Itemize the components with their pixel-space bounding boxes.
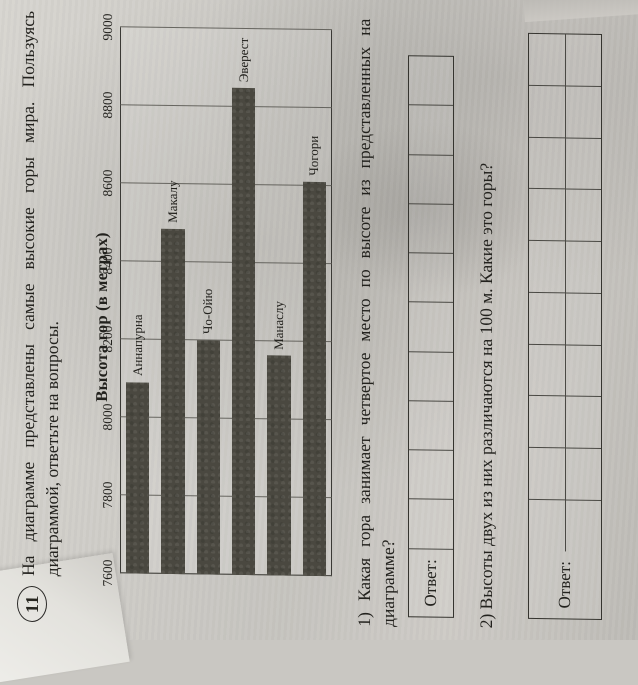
bar-label-Макалу: Макалу <box>164 180 180 223</box>
answer-cell[interactable] <box>409 401 453 451</box>
answer-box-2[interactable]: Ответ: <box>528 32 602 620</box>
bar-row: Манаслу <box>267 29 291 576</box>
problem-number-badge: 11 <box>17 585 47 623</box>
bar-row: Чогори <box>302 30 326 577</box>
answer-cell[interactable] <box>409 154 453 205</box>
answer-cell[interactable] <box>409 499 453 550</box>
answer-cell[interactable] <box>565 293 601 346</box>
answer-cells-2[interactable] <box>529 33 602 552</box>
question-2: 2) Высоты двух из них различаются на 100… <box>474 20 498 629</box>
answer-cell[interactable] <box>566 500 602 551</box>
tick-label-8000: 8000 <box>100 403 115 431</box>
bar-row: Чо-Ойю <box>196 28 220 575</box>
answer-cell[interactable] <box>409 105 453 156</box>
answer-cell[interactable] <box>565 189 601 243</box>
answer-cell[interactable] <box>409 253 453 304</box>
answer-cell[interactable] <box>409 450 453 501</box>
tick-label-8200: 8200 <box>100 325 115 353</box>
answer-cell[interactable] <box>529 396 565 449</box>
answer-cell[interactable] <box>529 500 565 551</box>
answer-cell[interactable] <box>565 448 601 501</box>
answer-cell[interactable] <box>565 137 601 191</box>
bar-row: Аннапурна <box>126 27 150 574</box>
bar-label-Чогори: Чогори <box>306 135 322 176</box>
answer-cell[interactable] <box>529 240 565 294</box>
bar-label-Чо-Ойю: Чо-Ойю <box>200 288 216 335</box>
bar-chart: 7600 7800 8000 8200 8400 8600 8800 9000 Аннапур… <box>100 13 332 587</box>
answer-cell[interactable] <box>565 86 601 139</box>
answer-cell[interactable] <box>409 204 453 254</box>
tick-label-7800: 7800 <box>100 481 115 509</box>
bar-Макалу <box>161 228 185 575</box>
answer-cell[interactable] <box>529 292 565 346</box>
tick-label-8800: 8800 <box>100 91 115 119</box>
tick-label-9000: 9000 <box>100 13 115 41</box>
bar-row: Эверест <box>232 29 256 576</box>
bar-label-Манаслу: Манаслу <box>270 300 286 350</box>
bar-label-Эверест: Эверест <box>235 37 251 83</box>
answer-cell[interactable] <box>529 189 565 242</box>
question-1-text: 1) Какая гора занимает четвертое место п… <box>354 18 399 628</box>
question-1: 1) Какая гора занимает четвертое место п… <box>352 18 400 627</box>
bar-Манаслу <box>267 355 291 576</box>
answer-cells-1[interactable] <box>409 56 453 550</box>
answer-cell[interactable] <box>409 302 453 353</box>
answer-row[interactable] <box>529 33 565 551</box>
answer-cell[interactable] <box>529 448 565 501</box>
answer-cell[interactable] <box>565 396 601 450</box>
answer-row[interactable] <box>564 34 602 552</box>
answer-label-2: Ответ: <box>555 560 574 609</box>
answer-cell[interactable] <box>409 56 453 107</box>
worksheet-page: 11 На диаграмме представлены самые высок… <box>16 10 602 629</box>
problem-header: 11 На диаграмме представлены самые высок… <box>16 10 64 623</box>
tick-label-8400: 8400 <box>100 247 115 275</box>
bar-Чо-Ойю <box>196 339 220 575</box>
problem-statement: На диаграмме представлены самые высокие … <box>18 10 63 577</box>
bar-row: Макалу <box>161 28 185 575</box>
bar-Аннапурна <box>126 381 150 574</box>
question-2-text: 2) Высоты двух из них различаются на 100… <box>476 162 496 629</box>
bar-label-Аннапурна: Аннапурна <box>129 314 145 377</box>
chart-bars: Аннапурна Макалу Чо-Ойю Эверест Манаслу Чогор… <box>120 27 332 577</box>
answer-cell[interactable] <box>409 351 453 402</box>
answer-box-1[interactable]: Ответ: <box>408 55 454 618</box>
tick-label-8600: 8600 <box>100 169 115 197</box>
bar-Эверест <box>232 88 256 576</box>
answer-label-1: Ответ: <box>421 559 440 607</box>
answer-cell[interactable] <box>529 344 565 397</box>
answer-cell[interactable] <box>529 85 565 138</box>
bar-Чогори <box>302 181 326 577</box>
answer-cell[interactable] <box>565 345 601 398</box>
answer-cell[interactable] <box>529 33 565 87</box>
tick-label-7600: 7600 <box>100 559 115 587</box>
answer-cell[interactable] <box>565 241 601 294</box>
answer-cell[interactable] <box>565 34 601 87</box>
answer-cell[interactable] <box>529 137 565 190</box>
